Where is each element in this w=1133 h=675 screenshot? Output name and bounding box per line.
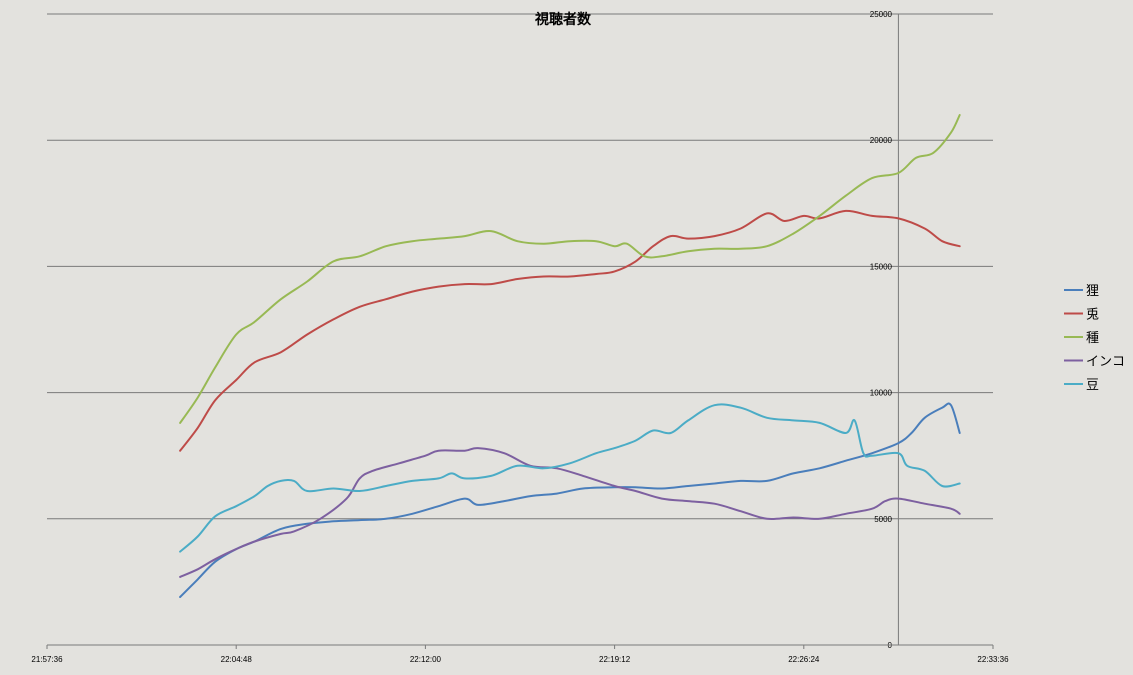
legend-label: 狸 xyxy=(1086,283,1099,298)
x-tick-label: 22:33:36 xyxy=(977,655,1009,664)
series-lines xyxy=(179,114,961,598)
axes: 050001000015000200002500021:57:3622:04:4… xyxy=(31,10,1009,664)
legend-label: 豆 xyxy=(1086,377,1099,392)
legend-label: 種 xyxy=(1086,330,1099,345)
x-tick-label: 22:04:48 xyxy=(221,655,253,664)
legend-label: 兎 xyxy=(1086,307,1099,322)
series-line-4 xyxy=(179,403,961,553)
y-tick-label: 5000 xyxy=(874,515,892,524)
series-line-1 xyxy=(179,209,961,452)
y-tick-label: 20000 xyxy=(870,136,893,145)
x-tick-label: 22:12:00 xyxy=(410,655,442,664)
chart-title: 視聴者数 xyxy=(534,11,592,27)
x-tick-label: 22:26:24 xyxy=(788,655,820,664)
y-tick-label: 25000 xyxy=(870,10,893,19)
series-line-0 xyxy=(179,402,961,598)
y-tick-label: 15000 xyxy=(870,262,893,271)
legend-label: インコ xyxy=(1086,354,1125,369)
y-tick-label: 10000 xyxy=(870,389,893,398)
series-line-2 xyxy=(179,114,961,424)
gridlines xyxy=(47,13,993,520)
x-tick-label: 22:19:12 xyxy=(599,655,631,664)
x-tick-label: 21:57:36 xyxy=(31,655,63,664)
